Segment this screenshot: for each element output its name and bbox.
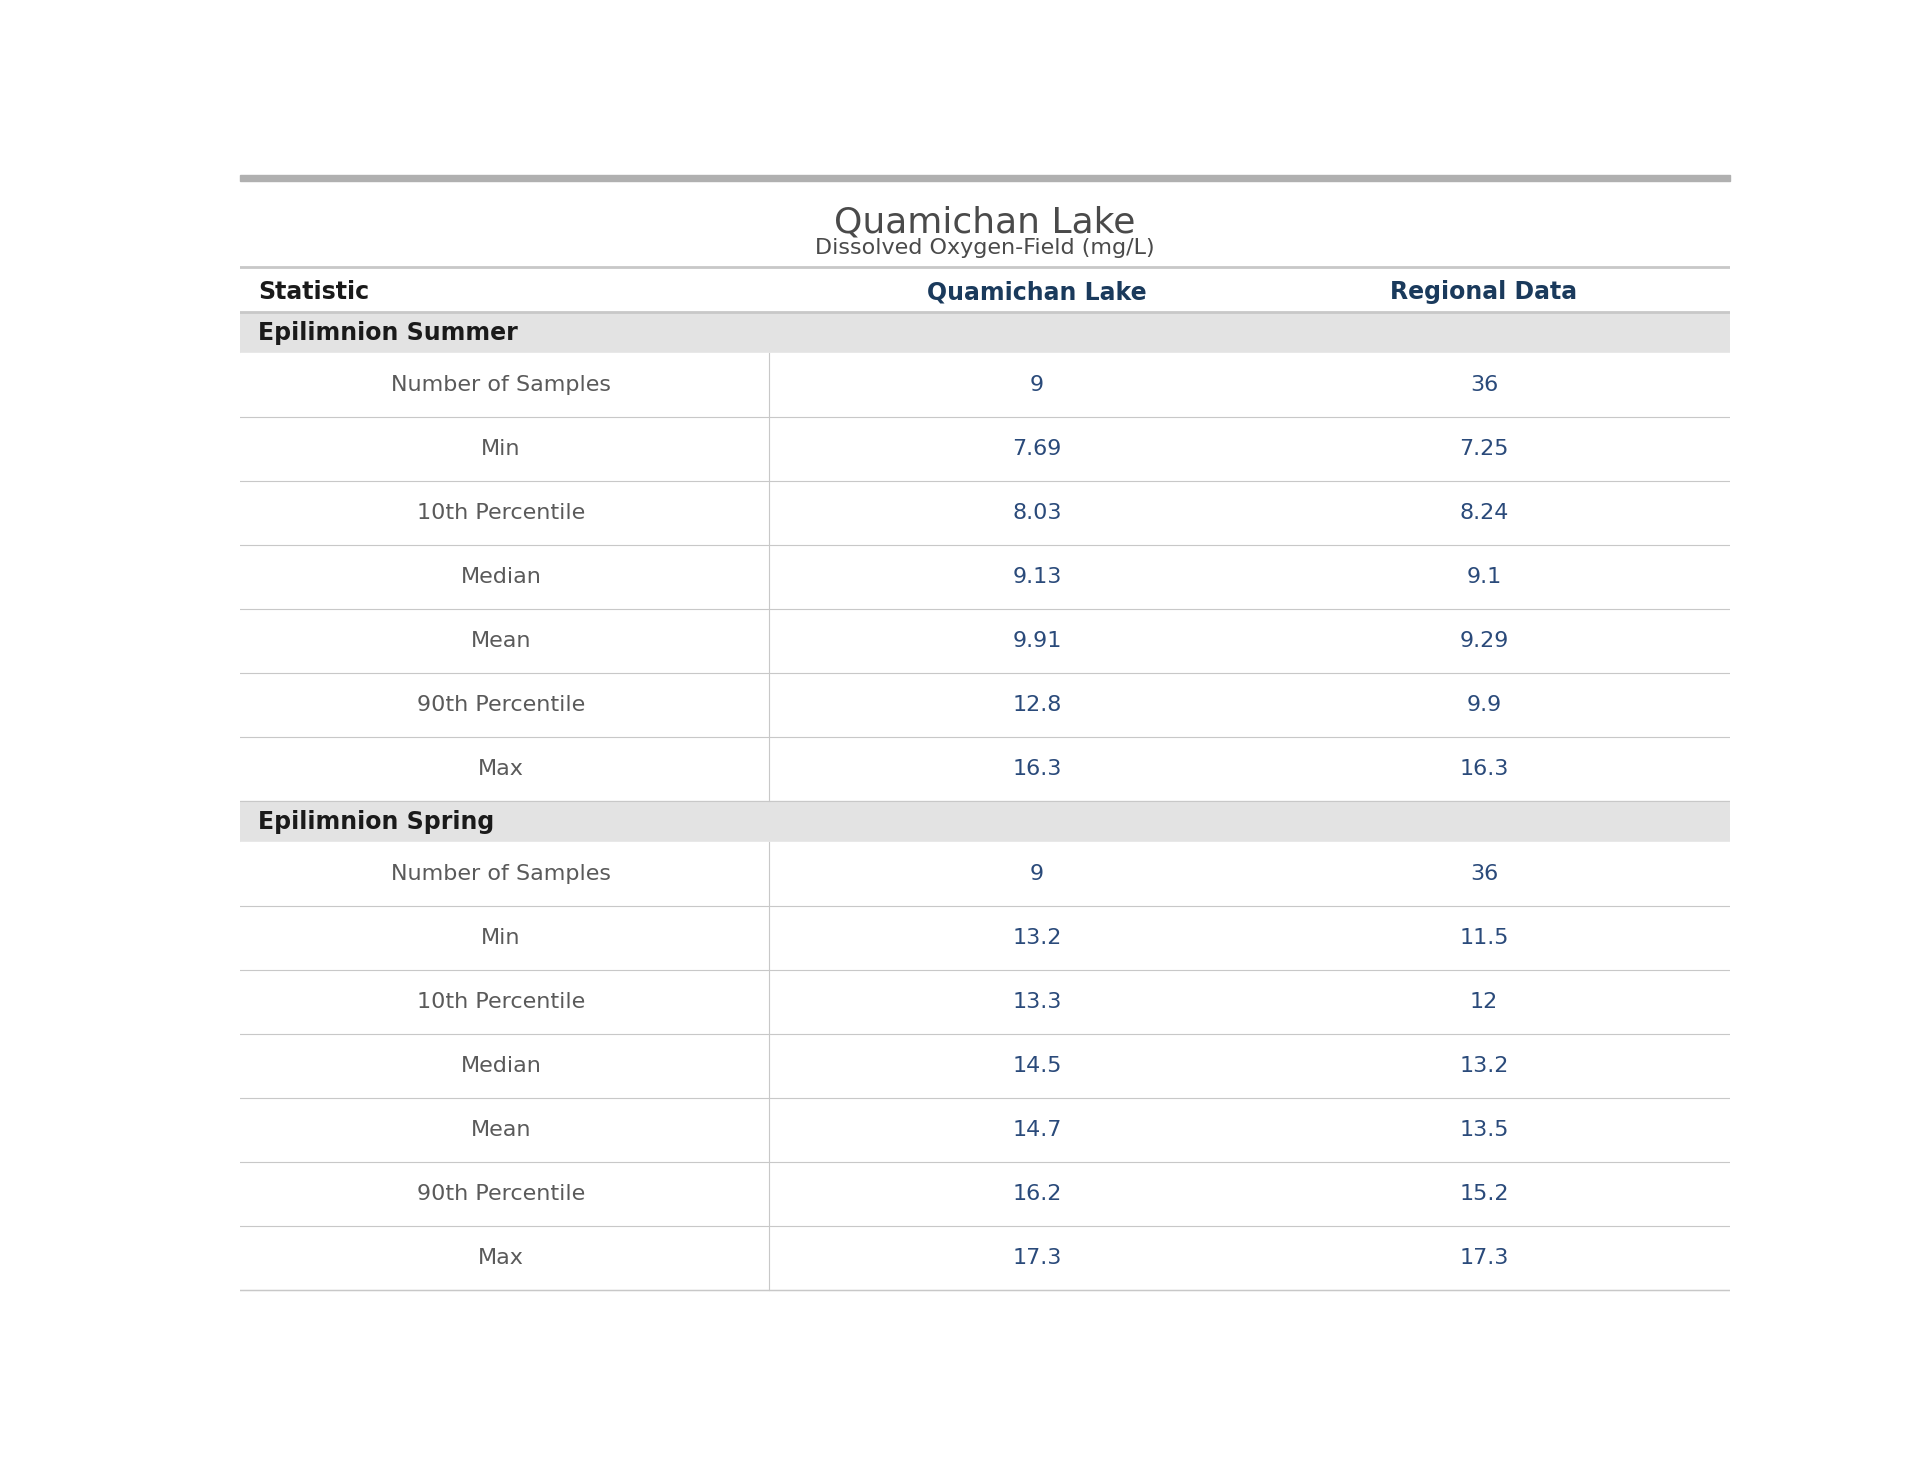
Bar [240, 312, 1730, 353]
Bar [240, 545, 1730, 609]
Text: Epilimnion Summer: Epilimnion Summer [258, 321, 517, 345]
Text: 16.3: 16.3 [1459, 759, 1509, 780]
Text: 12.8: 12.8 [1013, 695, 1061, 715]
Bar [240, 609, 1730, 673]
Bar [240, 969, 1730, 1034]
Text: Median: Median [461, 1056, 542, 1076]
Text: 36: 36 [1470, 375, 1497, 394]
Bar [240, 673, 1730, 737]
Text: 9.1: 9.1 [1466, 566, 1501, 587]
Text: 9: 9 [1030, 375, 1044, 394]
Text: 90th Percentile: 90th Percentile [417, 695, 584, 715]
Text: 90th Percentile: 90th Percentile [417, 1184, 584, 1204]
Bar [240, 907, 1730, 969]
Bar [240, 737, 1730, 802]
Text: 16.2: 16.2 [1013, 1184, 1061, 1204]
Text: 12: 12 [1470, 991, 1497, 1012]
Bar [240, 802, 1730, 842]
Text: Median: Median [461, 566, 542, 587]
Text: Statistic: Statistic [258, 280, 369, 304]
Text: 8.24: 8.24 [1459, 504, 1509, 523]
Text: Number of Samples: Number of Samples [390, 864, 611, 883]
Text: Number of Samples: Number of Samples [390, 375, 611, 394]
Text: Regional Data: Regional Data [1390, 280, 1578, 304]
Text: 9.91: 9.91 [1013, 631, 1061, 651]
Text: 17.3: 17.3 [1013, 1248, 1061, 1269]
Text: 9.13: 9.13 [1013, 566, 1061, 587]
Text: 8.03: 8.03 [1013, 504, 1063, 523]
Text: 9: 9 [1030, 864, 1044, 883]
Bar [240, 353, 1730, 418]
Text: Quamichan Lake: Quamichan Lake [834, 206, 1136, 239]
Bar [240, 418, 1730, 480]
Text: Max: Max [479, 759, 525, 780]
Text: 10th Percentile: 10th Percentile [417, 991, 584, 1012]
Text: 9.9: 9.9 [1466, 695, 1501, 715]
Text: 36: 36 [1470, 864, 1497, 883]
Text: Min: Min [480, 929, 521, 948]
Text: 13.2: 13.2 [1459, 1056, 1509, 1076]
Text: Max: Max [479, 1248, 525, 1269]
Text: 10th Percentile: 10th Percentile [417, 504, 584, 523]
Text: 13.5: 13.5 [1459, 1120, 1509, 1140]
Text: 9.29: 9.29 [1459, 631, 1509, 651]
Text: 7.69: 7.69 [1013, 439, 1061, 458]
Bar [240, 1162, 1730, 1226]
Text: 14.7: 14.7 [1013, 1120, 1061, 1140]
Text: 14.5: 14.5 [1013, 1056, 1063, 1076]
Text: Min: Min [480, 439, 521, 458]
Text: 13.3: 13.3 [1013, 991, 1061, 1012]
Bar [240, 1226, 1730, 1291]
Text: 16.3: 16.3 [1013, 759, 1061, 780]
Text: 15.2: 15.2 [1459, 1184, 1509, 1204]
Text: Mean: Mean [471, 1120, 530, 1140]
Text: 13.2: 13.2 [1013, 929, 1061, 948]
Bar [240, 842, 1730, 907]
Text: Epilimnion Spring: Epilimnion Spring [258, 810, 494, 834]
Text: Quamichan Lake: Quamichan Lake [926, 280, 1147, 304]
Text: 11.5: 11.5 [1459, 929, 1509, 948]
Bar [240, 1098, 1730, 1162]
Text: 7.25: 7.25 [1459, 439, 1509, 458]
Text: Dissolved Oxygen-Field (mg/L): Dissolved Oxygen-Field (mg/L) [815, 238, 1155, 258]
Text: Mean: Mean [471, 631, 530, 651]
Bar [240, 1034, 1730, 1098]
Text: 17.3: 17.3 [1459, 1248, 1509, 1269]
Bar [240, 175, 1730, 181]
Bar [240, 480, 1730, 545]
